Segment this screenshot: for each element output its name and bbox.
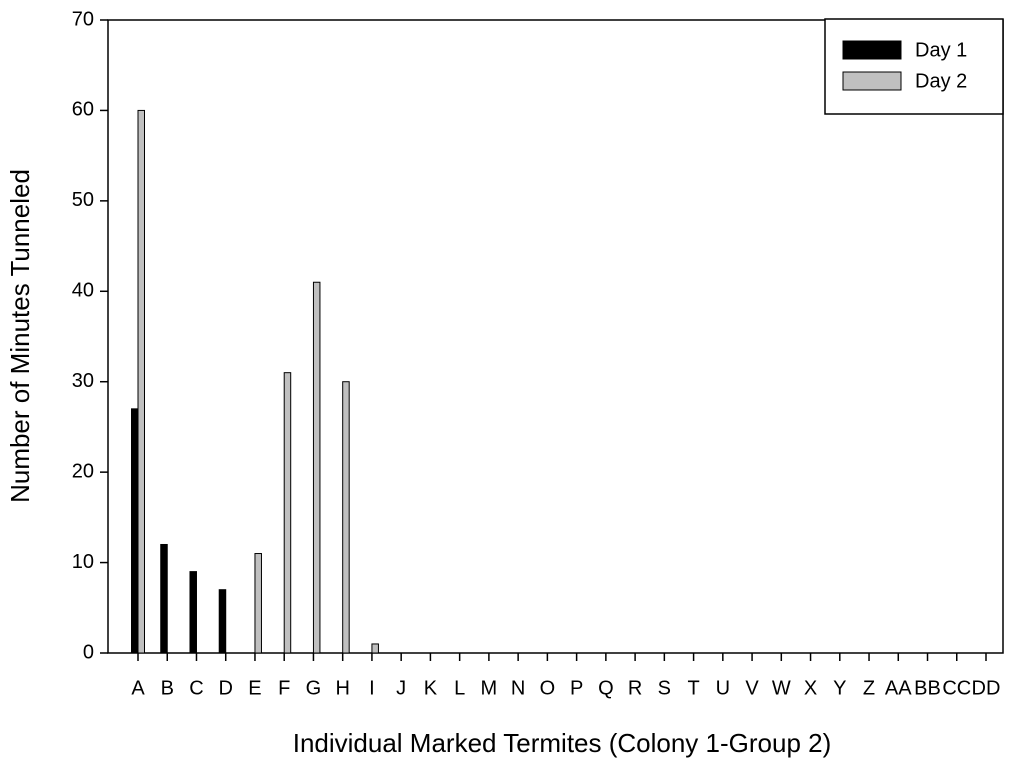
x-tick-label: Q [598, 677, 614, 699]
x-tick-label: U [716, 677, 730, 699]
legend-label: Day 1 [915, 39, 967, 61]
x-tick-label: M [481, 677, 498, 699]
x-tick-label: AA [885, 677, 912, 699]
y-tick-label: 50 [72, 189, 94, 211]
legend-swatch [842, 71, 902, 91]
legend-swatch [842, 40, 902, 60]
x-tick-label: W [772, 677, 791, 699]
y-tick-label: 40 [72, 280, 94, 302]
x-tick-label: J [396, 677, 406, 699]
y-tick-label: 60 [72, 99, 94, 121]
x-tick-label: C [189, 677, 203, 699]
x-tick-label: V [745, 677, 759, 699]
x-tick-label: E [248, 677, 261, 699]
x-tick-label: DD [972, 677, 1001, 699]
x-tick-label: I [369, 677, 375, 699]
legend-box [824, 18, 1004, 115]
y-tick-label: 70 [72, 8, 94, 30]
x-tick-label: D [218, 677, 232, 699]
x-tick-label: F [278, 677, 290, 699]
bar [189, 571, 197, 654]
bar [254, 553, 262, 654]
bar [342, 381, 350, 654]
x-tick-label: T [687, 677, 699, 699]
y-tick-label: 20 [72, 460, 94, 482]
bar [283, 372, 292, 654]
x-tick-label: B [161, 677, 174, 699]
bar [131, 408, 139, 654]
x-tick-label: L [454, 677, 465, 699]
x-tick-label: X [804, 677, 817, 699]
y-tick-label: 0 [83, 641, 94, 663]
x-tick-label: A [131, 677, 145, 699]
bar [371, 643, 379, 654]
bar [160, 543, 168, 654]
x-tick-label: S [658, 677, 671, 699]
x-axis-title: Individual Marked Termites (Colony 1-Gro… [293, 728, 832, 758]
x-tick-label: CC [942, 677, 971, 699]
x-tick-label: Y [833, 677, 846, 699]
x-tick-label: BB [914, 677, 941, 699]
y-tick-label: 30 [72, 370, 94, 392]
x-tick-label: R [628, 677, 642, 699]
x-tick-label: P [570, 677, 583, 699]
y-axis-title: Number of Minutes Tunneled [5, 169, 35, 503]
x-tick-label: G [306, 677, 322, 699]
x-tick-label: N [511, 677, 525, 699]
bar [137, 109, 145, 654]
x-tick-label: Z [863, 677, 875, 699]
y-tick-label: 10 [72, 551, 94, 573]
x-tick-label: H [335, 677, 349, 699]
x-tick-label: O [540, 677, 556, 699]
x-tick-label: K [424, 677, 438, 699]
bar [312, 281, 321, 654]
legend-label: Day 2 [915, 70, 967, 92]
bar [218, 589, 227, 654]
plot-frame [107, 19, 1004, 654]
